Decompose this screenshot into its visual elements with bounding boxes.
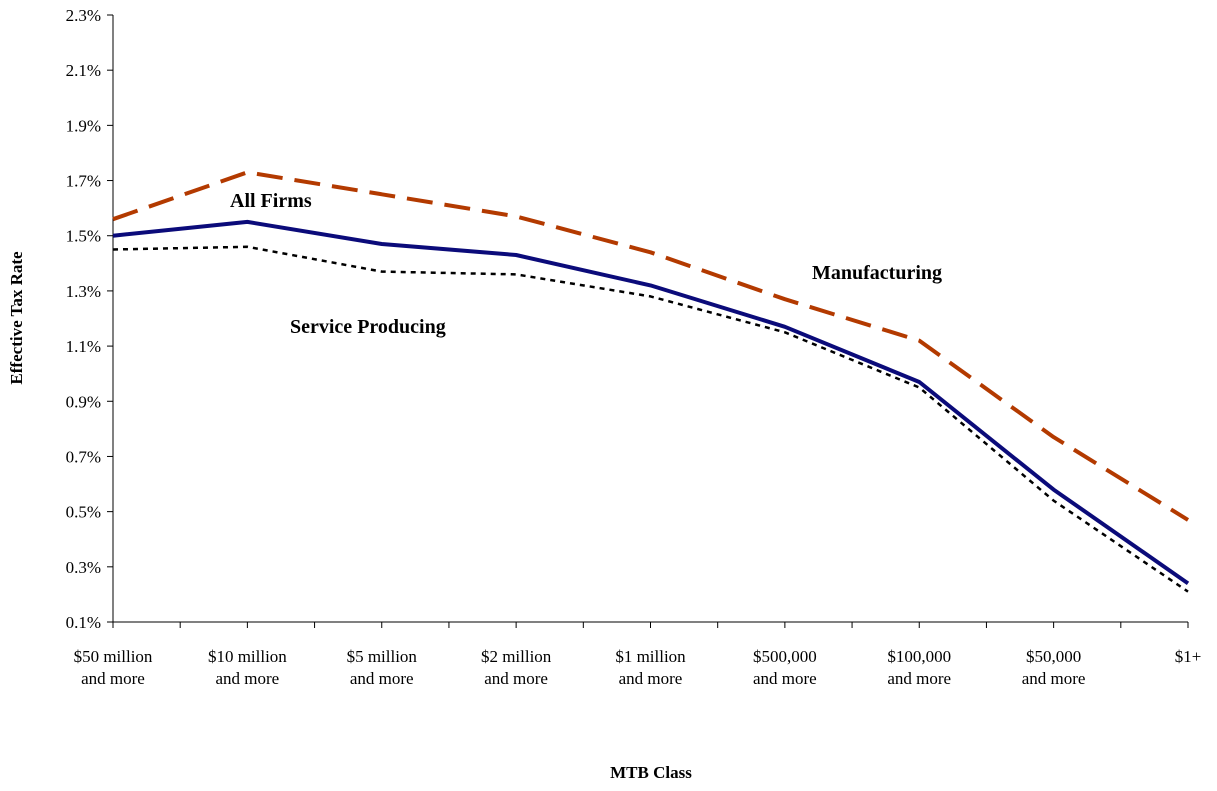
x-axis-title: MTB Class	[610, 763, 692, 782]
series-line-service-producing	[112, 245, 1189, 593]
y-axis-title: Effective Tax Rate	[7, 251, 26, 385]
y-tick-label: 1.1%	[66, 337, 101, 356]
y-tick-label: 1.3%	[66, 282, 101, 301]
x-tick-label: $50,000 and more	[1022, 647, 1086, 688]
series-label-manufacturing: Manufacturing	[812, 262, 942, 284]
series-label-service-producing: Service Producing	[290, 316, 446, 338]
x-tick-label: $1+	[1175, 647, 1202, 666]
x-tick-label: $100,000 and more	[887, 647, 951, 688]
y-tick-label: 0.7%	[66, 447, 101, 466]
y-axis: 0.1% 0.3% 0.5% 0.7% 0.9% 1.1% 1.3% 1.5% 1.7% 1.9%…	[66, 6, 114, 632]
y-tick-label: 1.7%	[66, 172, 101, 191]
x-axis: $50 million and more $10 million and more $5…	[74, 621, 1202, 688]
y-tick-label: 0.9%	[66, 392, 101, 411]
y-tick-label: 0.1%	[66, 613, 101, 632]
x-tick-label: $10 million and more	[208, 647, 287, 688]
y-tick-label: 1.5%	[66, 227, 101, 246]
x-tick-label: $50 million and more	[74, 647, 153, 688]
series-lines	[112, 170, 1190, 593]
series-label-all-firms: All Firms	[230, 190, 312, 212]
series-line-manufacturing	[112, 170, 1190, 522]
y-tick-label: 2.3%	[66, 6, 101, 25]
y-tick-label: 2.1%	[66, 61, 101, 80]
series-line-all-firms	[112, 219, 1190, 586]
x-tick-label: $2 million and more	[481, 647, 552, 688]
x-tick-label: $500,000 and more	[753, 647, 817, 688]
y-tick-label: 0.3%	[66, 558, 101, 577]
x-tick-label: $1 million and more	[615, 647, 686, 688]
y-tick-label: 0.5%	[66, 503, 101, 522]
y-tick-label: 1.9%	[66, 116, 101, 135]
x-tick-label: $5 million and more	[347, 647, 418, 688]
